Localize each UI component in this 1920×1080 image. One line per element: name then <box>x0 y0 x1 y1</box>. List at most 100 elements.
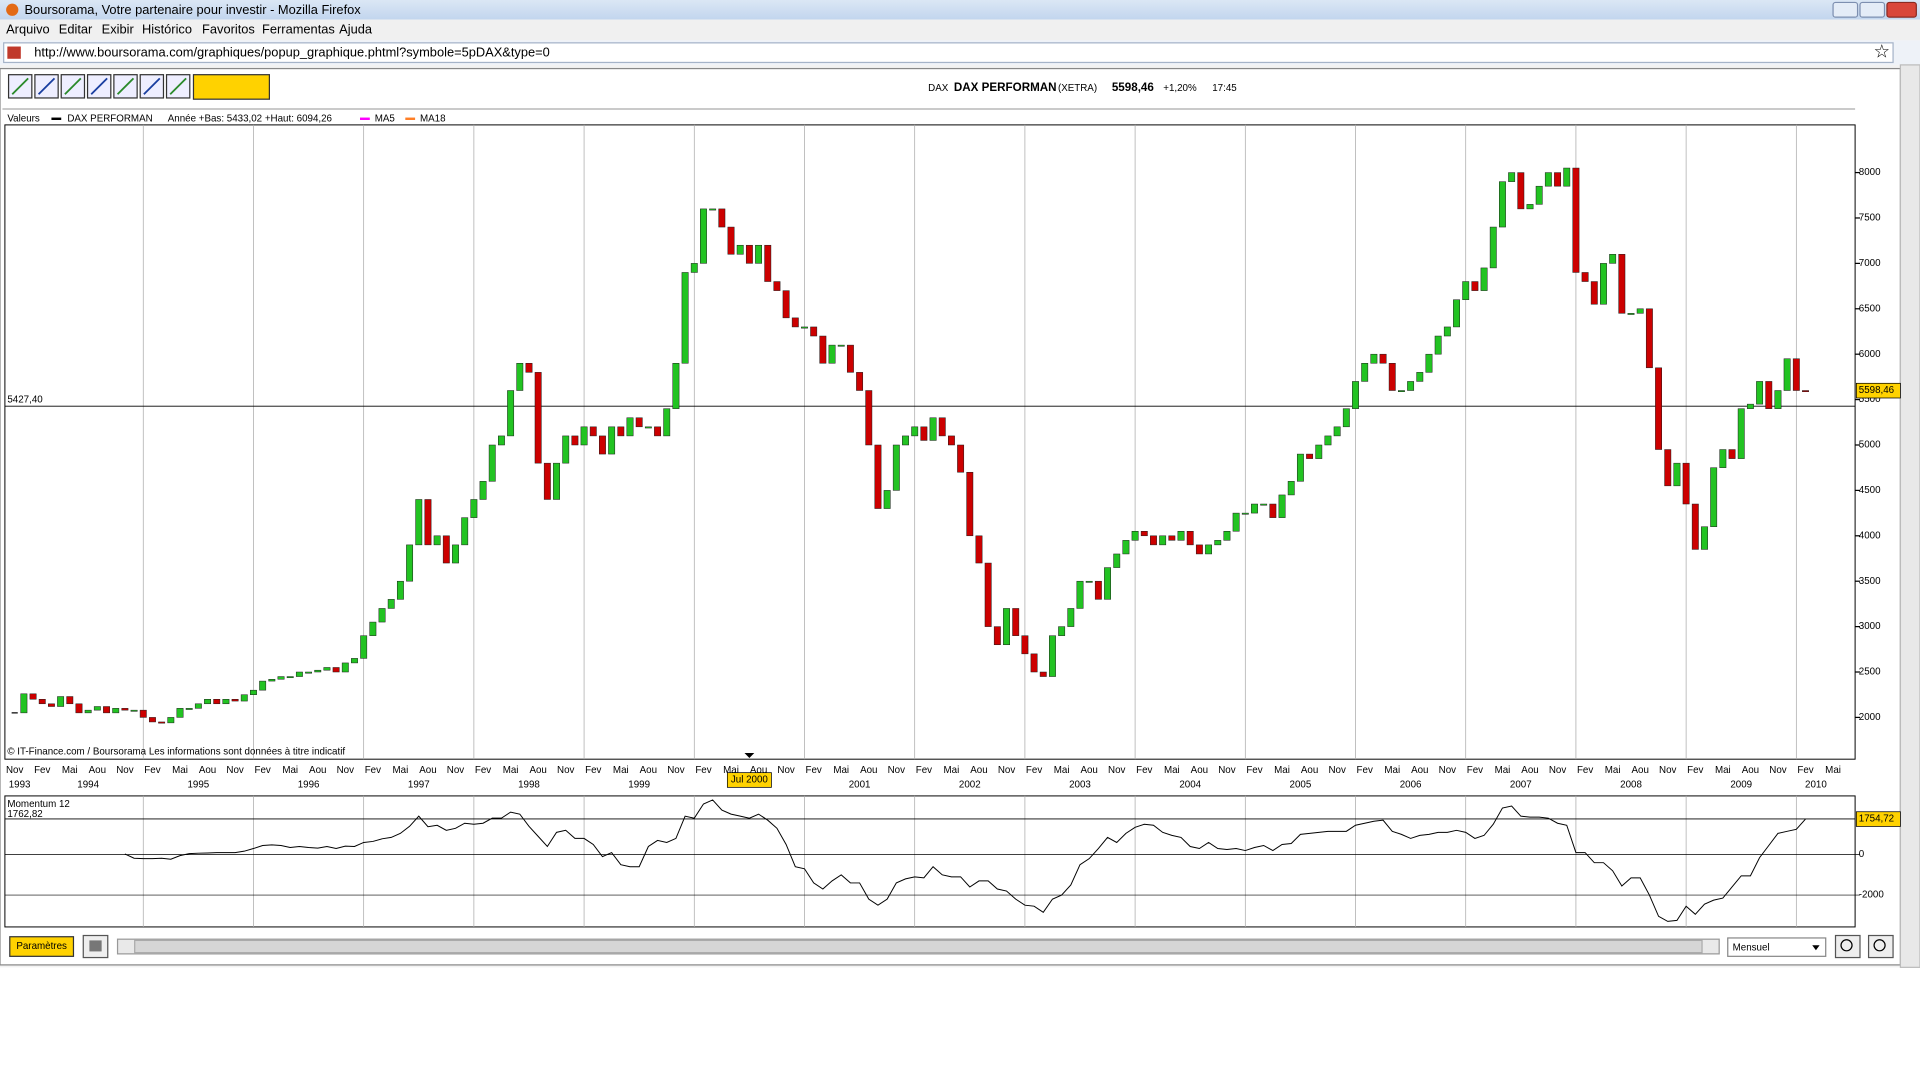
candle <box>1517 172 1525 210</box>
bookmark-star[interactable]: ☆ <box>1873 40 1889 61</box>
month-label: Fev <box>916 765 932 776</box>
menu-item[interactable]: Ajuda <box>339 21 373 36</box>
y-tick-label: -2000 <box>1859 890 1885 901</box>
candle <box>84 709 92 714</box>
month-label: Aou <box>640 765 657 776</box>
vertical-scrollbar[interactable] <box>1899 64 1920 968</box>
app-icon <box>6 3 19 16</box>
menu-item[interactable]: Histórico <box>142 21 192 36</box>
candle <box>1691 503 1699 550</box>
close-button[interactable] <box>1886 1 1917 18</box>
menu-item[interactable]: Favoritos <box>202 21 255 36</box>
legend-name: DAX PERFORMAN <box>67 113 152 124</box>
menu-item[interactable]: Exibir <box>102 21 135 36</box>
month-label: Aou <box>1411 765 1428 776</box>
scroll-thumb[interactable] <box>134 939 1703 954</box>
year-label: 2005 <box>1290 779 1312 790</box>
y-tick-label: 7500 <box>1859 213 1881 224</box>
month-label: Aou <box>1191 765 1208 776</box>
candle <box>902 435 909 446</box>
y-tick-label: 6500 <box>1859 303 1881 314</box>
credit: © IT-Finance.com / Boursorama Les inform… <box>7 746 345 757</box>
zoom-in-button[interactable] <box>1867 934 1894 959</box>
zoom-out-button[interactable] <box>1834 934 1861 959</box>
candle <box>782 290 790 319</box>
last-price-box <box>1855 382 1901 399</box>
year-label: 2010 <box>1805 779 1827 790</box>
momentum-panel <box>4 795 1856 928</box>
y-tick-label: 5000 <box>1859 440 1881 451</box>
maximize-button[interactable] <box>1859 1 1886 18</box>
month-label: Mai <box>393 765 409 776</box>
candle <box>1645 308 1653 369</box>
candle <box>75 703 83 714</box>
month-label: Fev <box>1026 765 1042 776</box>
year-label: 1993 <box>9 779 31 790</box>
candle <box>1655 367 1663 450</box>
legend-ma18: MA18 <box>420 113 446 124</box>
month-label: Mai <box>1164 765 1180 776</box>
month-label: Fev <box>34 765 50 776</box>
candle <box>626 417 634 437</box>
legend: Valeurs DAX PERFORMAN Année +Bas: 5433,02 … <box>7 113 446 124</box>
candle <box>1049 635 1056 677</box>
month-label: Nov <box>226 765 244 776</box>
candle <box>1039 671 1047 677</box>
month-label: Nov <box>1108 765 1126 776</box>
url-field[interactable] <box>3 42 1894 64</box>
candle <box>911 426 919 437</box>
candle <box>479 481 487 500</box>
candle <box>1792 358 1800 391</box>
month-label: Nov <box>337 765 355 776</box>
candle <box>305 671 312 674</box>
month-label: Aou <box>309 765 326 776</box>
candle <box>286 676 294 679</box>
candle <box>1361 363 1369 382</box>
candle <box>250 689 257 695</box>
momentum-level-label: 1762,82 <box>7 809 42 820</box>
publish-button[interactable] <box>192 74 270 100</box>
candle <box>755 244 763 264</box>
minimize-button[interactable] <box>1832 1 1859 18</box>
month-label: Nov <box>1328 765 1346 776</box>
candle <box>1728 449 1736 459</box>
menu: Arquivo Editar Exibir Histórico Favoritos Fer… <box>6 21 373 36</box>
month-label: Aou <box>1521 765 1538 776</box>
legend-range: Année +Bas: 5433,02 +Haut: 6094,26 <box>168 113 333 124</box>
month-label: Mai <box>944 765 960 776</box>
month-label: Aou <box>750 765 767 776</box>
candle <box>1609 254 1617 264</box>
candle <box>139 709 147 718</box>
month-label: Nov <box>1439 765 1457 776</box>
candle <box>1756 381 1764 405</box>
candle <box>580 426 588 446</box>
candle <box>562 435 570 464</box>
candle <box>1342 408 1350 428</box>
candle <box>1453 299 1460 328</box>
candle <box>718 208 726 228</box>
menu-item[interactable]: Ferramentas <box>262 21 335 36</box>
candle <box>1701 526 1708 550</box>
menu-item[interactable]: Editar <box>59 21 93 36</box>
candle <box>332 667 340 673</box>
year-label: 2007 <box>1510 779 1532 790</box>
period-select[interactable] <box>1727 937 1827 957</box>
candle <box>406 544 414 582</box>
candle <box>1544 172 1552 187</box>
candle <box>323 667 331 671</box>
candle <box>700 208 707 264</box>
candle <box>1131 531 1139 541</box>
month-label: Nov <box>1218 765 1236 776</box>
candle <box>277 676 285 680</box>
menu-item[interactable]: Arquivo <box>6 21 50 36</box>
candle <box>488 444 496 482</box>
candle <box>1746 403 1754 409</box>
params-button[interactable] <box>9 936 75 957</box>
month-label: Mai <box>1274 765 1290 776</box>
candle <box>828 344 836 364</box>
candle <box>1636 308 1644 314</box>
candle <box>1241 512 1249 515</box>
candle <box>1802 390 1809 392</box>
candle <box>553 462 560 500</box>
y-tick-label: 7000 <box>1859 258 1881 269</box>
